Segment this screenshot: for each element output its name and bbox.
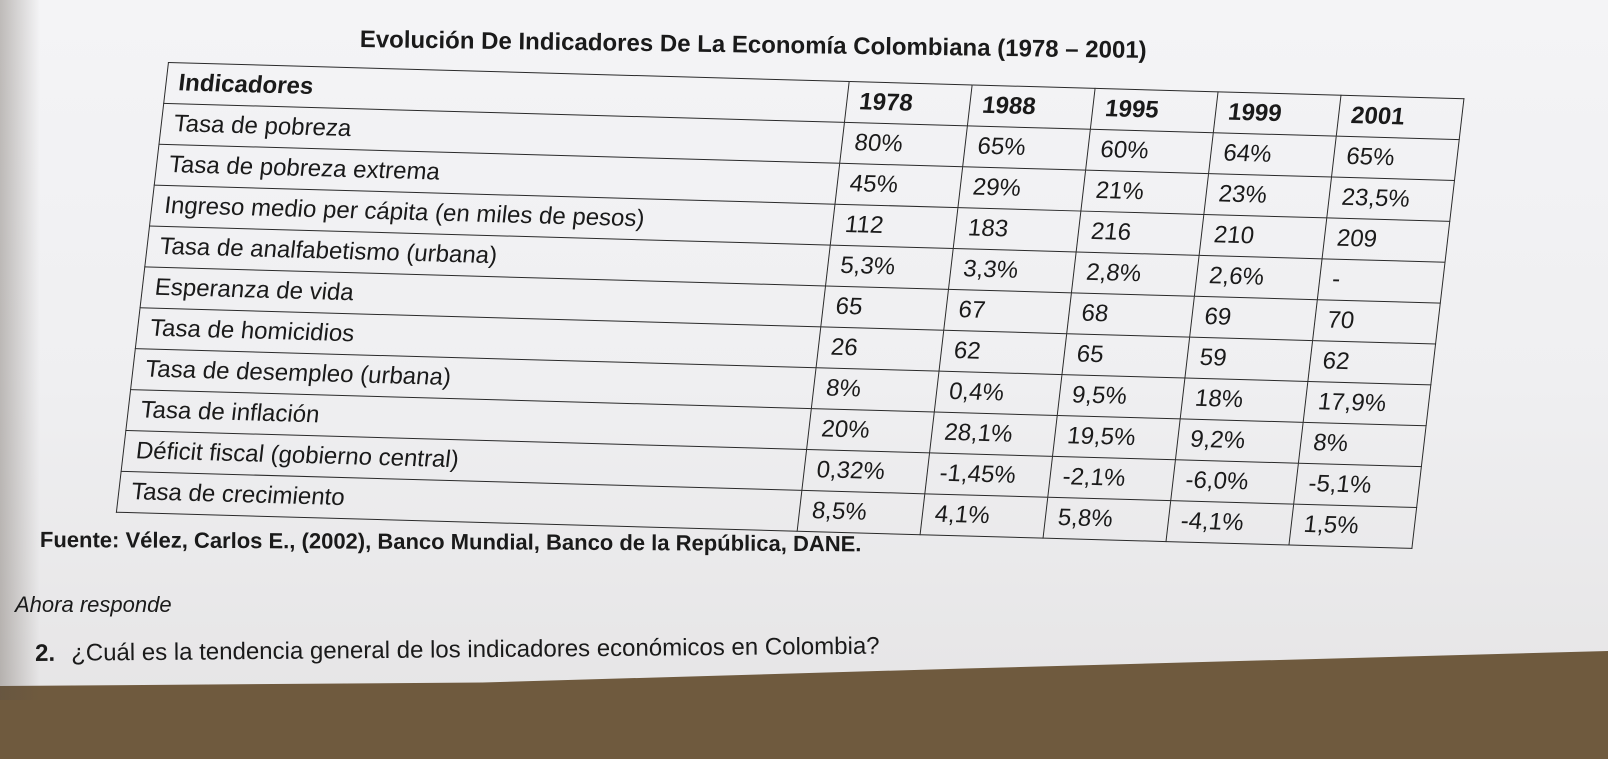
header-cell-1999: 1999	[1213, 91, 1341, 137]
value-cell-1988: 67	[943, 289, 1072, 334]
value-cell-1988: 0,4%	[934, 371, 1062, 416]
value-cell-1995: 60%	[1085, 129, 1214, 174]
value-cell-1999: 69	[1189, 296, 1318, 341]
value-cell-1999: 9,2%	[1175, 418, 1304, 464]
value-cell-1988: 28,1%	[929, 412, 1058, 457]
value-cell-1988: 3,3%	[948, 248, 1077, 293]
value-cell-1988: 65%	[962, 125, 1091, 171]
value-cell-2001: -	[1317, 258, 1446, 304]
value-cell-1988: 29%	[957, 166, 1086, 212]
value-cell-1988: 4,1%	[920, 493, 1048, 539]
paper-sheet	[0, 0, 1608, 686]
value-cell-1995: 5,8%	[1043, 497, 1171, 542]
value-cell-2001: 209	[1322, 217, 1450, 263]
value-cell-1988: 183	[953, 207, 1081, 252]
indicators-table: Indicadores 1978 1988 1995 1999 2001 Tas…	[116, 62, 1465, 549]
header-cell-1988: 1988	[967, 84, 1096, 130]
source-note: Fuente: Vélez, Carlos E., (2002), Banco …	[39, 527, 862, 557]
value-cell-1988: -1,45%	[924, 452, 1053, 498]
header-cell-1978: 1978	[844, 81, 973, 126]
value-cell-1995: 2,8%	[1071, 251, 1200, 297]
value-cell-2001: 17,9%	[1303, 381, 1431, 426]
value-cell-1978: 112	[830, 204, 958, 249]
value-cell-2001: 65%	[1331, 136, 1460, 181]
value-cell-1995: 21%	[1080, 170, 1209, 215]
table-body: Tasa de pobreza 80% 65% 60% 64% 65% Tasa de po…	[116, 103, 1460, 549]
value-cell-1978: 45%	[834, 163, 963, 208]
value-cell-1999: 64%	[1208, 132, 1337, 178]
respond-label: Ahora responde	[15, 592, 172, 617]
value-cell-2001: 23,5%	[1326, 177, 1455, 222]
value-cell-1978: 65	[820, 285, 949, 331]
value-cell-1978: 20%	[806, 408, 935, 453]
value-cell-1995: 65	[1061, 333, 1190, 379]
value-cell-1999: 59	[1184, 337, 1313, 382]
value-cell-1995: 19,5%	[1052, 415, 1181, 460]
value-cell-1978: 26	[816, 326, 944, 372]
value-cell-2001: 1,5%	[1288, 504, 1417, 549]
header-cell-1995: 1995	[1090, 88, 1219, 133]
page-edge-shadow	[0, 0, 40, 700]
value-cell-1999: 210	[1199, 214, 1327, 259]
question-number: 2.	[35, 639, 56, 667]
question-text: ¿Cuál es la tendencia general de los ind…	[71, 632, 880, 667]
value-cell-1978: 0,32%	[801, 449, 930, 494]
header-cell-2001: 2001	[1336, 95, 1464, 140]
value-cell-2001: 62	[1307, 340, 1436, 385]
value-cell-1978: 80%	[839, 122, 968, 167]
value-cell-2001: -5,1%	[1293, 463, 1422, 508]
value-cell-1978: 8%	[811, 367, 940, 413]
value-cell-1999: 18%	[1180, 378, 1308, 423]
value-cell-1999: -4,1%	[1165, 500, 1294, 545]
value-cell-1995: 9,5%	[1057, 374, 1185, 419]
value-cell-2001: 70	[1312, 299, 1441, 345]
value-cell-1999: 23%	[1203, 173, 1332, 218]
value-cell-1988: 62	[939, 330, 1067, 375]
value-cell-1999: -6,0%	[1170, 459, 1299, 505]
value-cell-1995: -2,1%	[1047, 456, 1176, 501]
value-cell-1978: 8,5%	[797, 490, 925, 535]
value-cell-1995: 68	[1066, 292, 1195, 338]
value-cell-1978: 5,3%	[825, 245, 954, 290]
value-cell-1999: 2,6%	[1194, 255, 1323, 300]
value-cell-1995: 216	[1076, 211, 1204, 256]
value-cell-2001: 8%	[1298, 422, 1427, 467]
indicators-table-wrapper: Indicadores 1978 1988 1995 1999 2001 Tas…	[116, 62, 1465, 549]
